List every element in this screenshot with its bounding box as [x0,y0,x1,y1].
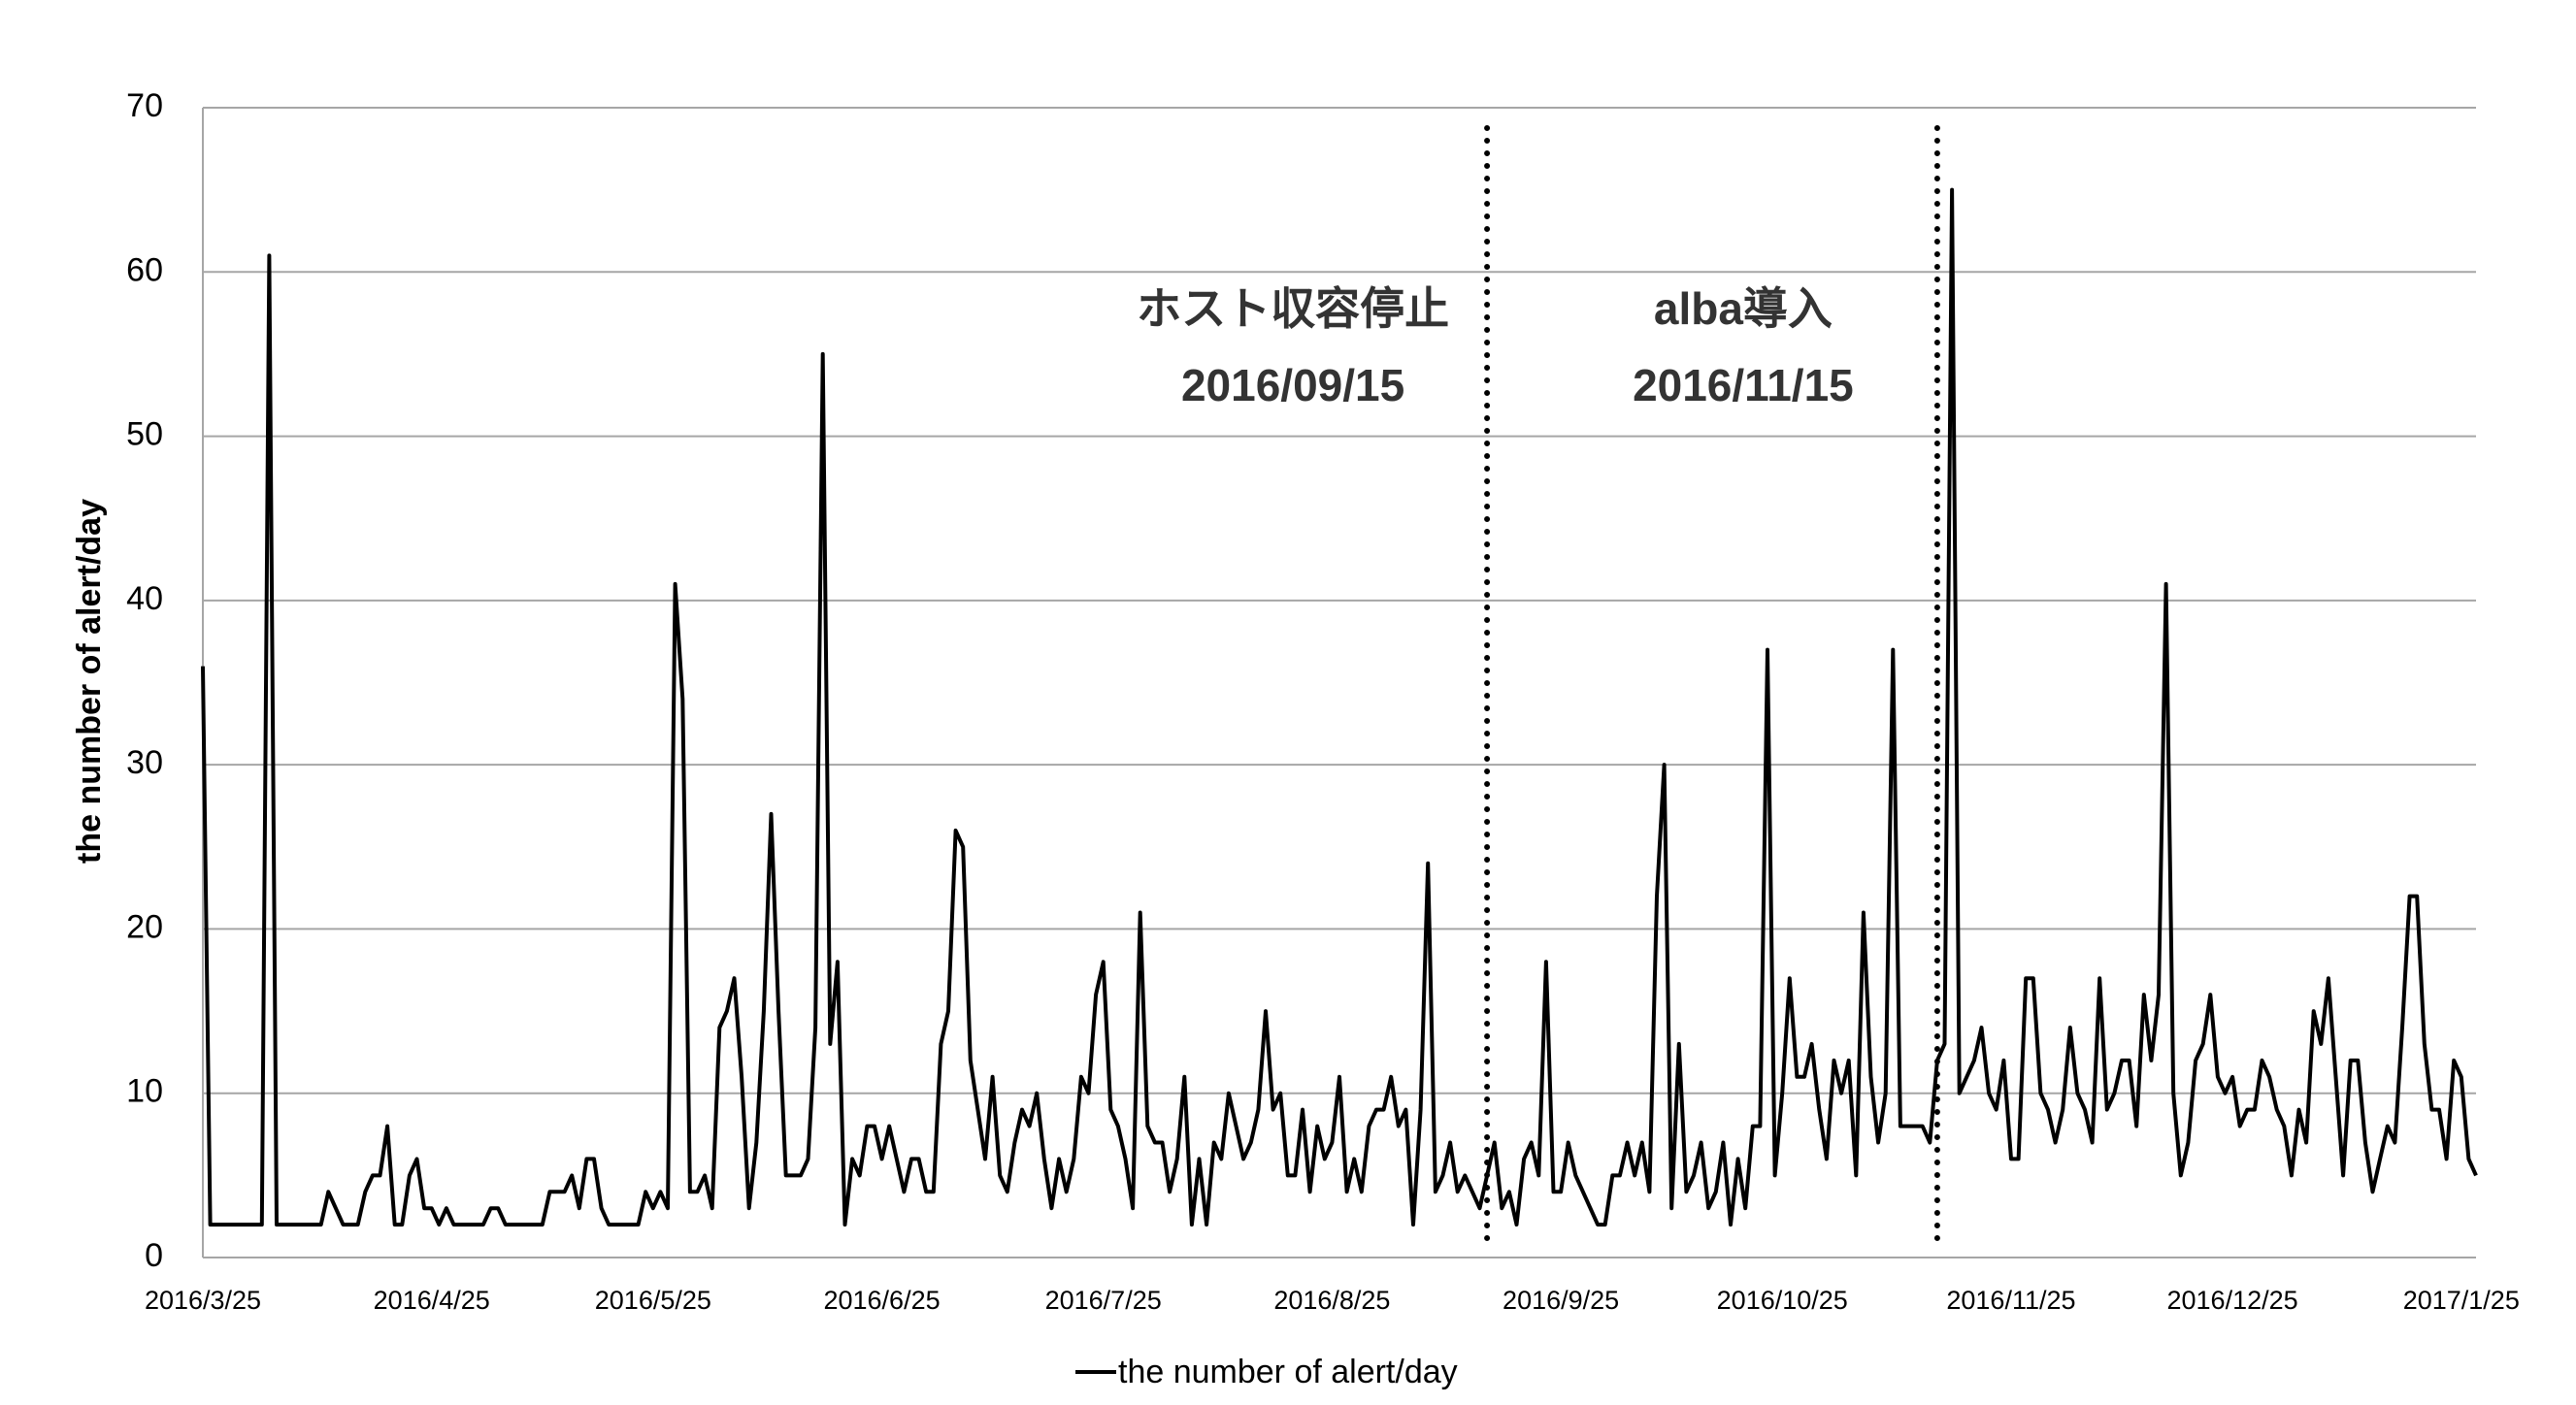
x-tick-label: 2016/9/25 [1503,1286,1619,1315]
x-tick-label: 2016/7/25 [1045,1286,1162,1315]
y-tick-label: 50 [126,416,163,453]
x-tick-label: 2016/8/25 [1273,1286,1390,1315]
y-tick-label: 20 [126,908,163,945]
y-tick-label: 30 [126,744,163,781]
y-tick-label: 10 [126,1073,163,1110]
y-tick-label: 60 [126,251,163,288]
y-axis-title: the number of alert/day [71,499,108,864]
legend-label: the number of alert/day [1118,1354,1458,1390]
annotation-text: alba導入 [1654,283,1833,334]
x-tick-label: 2016/6/25 [823,1286,940,1315]
annotation-date: 2016/11/15 [1633,360,1854,410]
x-tick-label: 2016/10/25 [1717,1286,1848,1315]
annotation-text: ホスト収容停止 [1137,283,1449,334]
annotation-date: 2016/09/15 [1181,360,1404,410]
y-tick-label: 70 [126,87,163,124]
y-tick-label: 40 [126,580,163,617]
x-tick-label: 2016/4/25 [374,1286,490,1315]
x-tick-label: 2016/5/25 [595,1286,711,1315]
x-tick-label: 2016/3/25 [145,1286,261,1315]
y-tick-label: 0 [145,1237,163,1274]
x-tick-label: 2016/12/25 [2167,1286,2298,1315]
x-tick-label: 2017/1/25 [2403,1286,2520,1315]
data-line [201,187,2478,1227]
x-tick-label: 2016/11/25 [1946,1286,2075,1315]
